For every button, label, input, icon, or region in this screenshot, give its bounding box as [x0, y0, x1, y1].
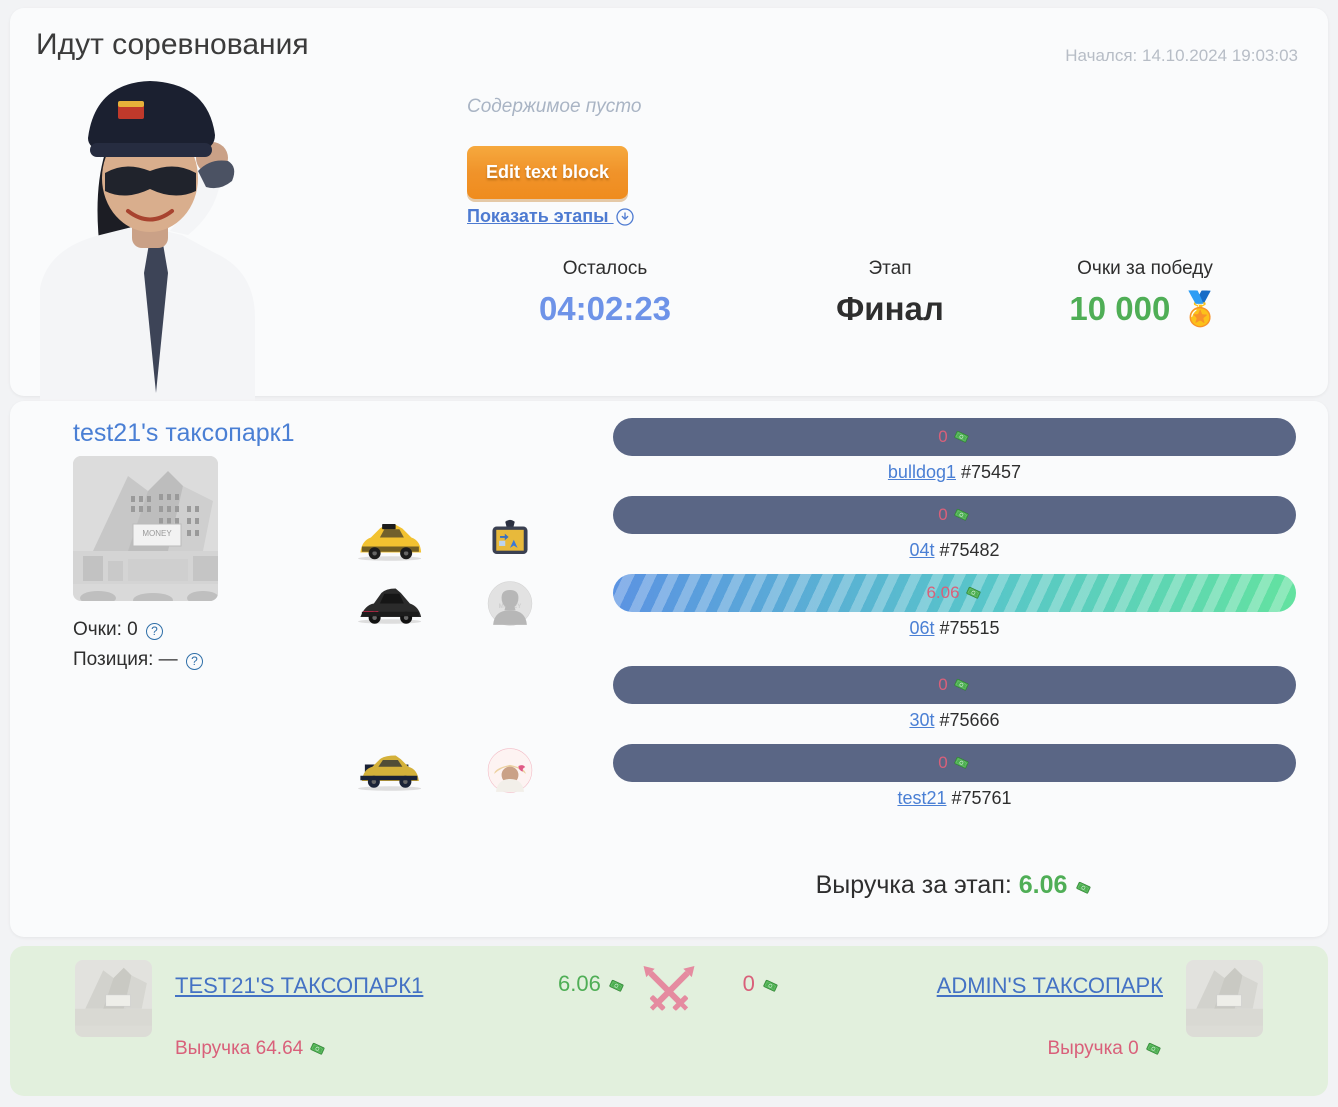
svg-text:MONEY: MONEY [142, 529, 172, 538]
